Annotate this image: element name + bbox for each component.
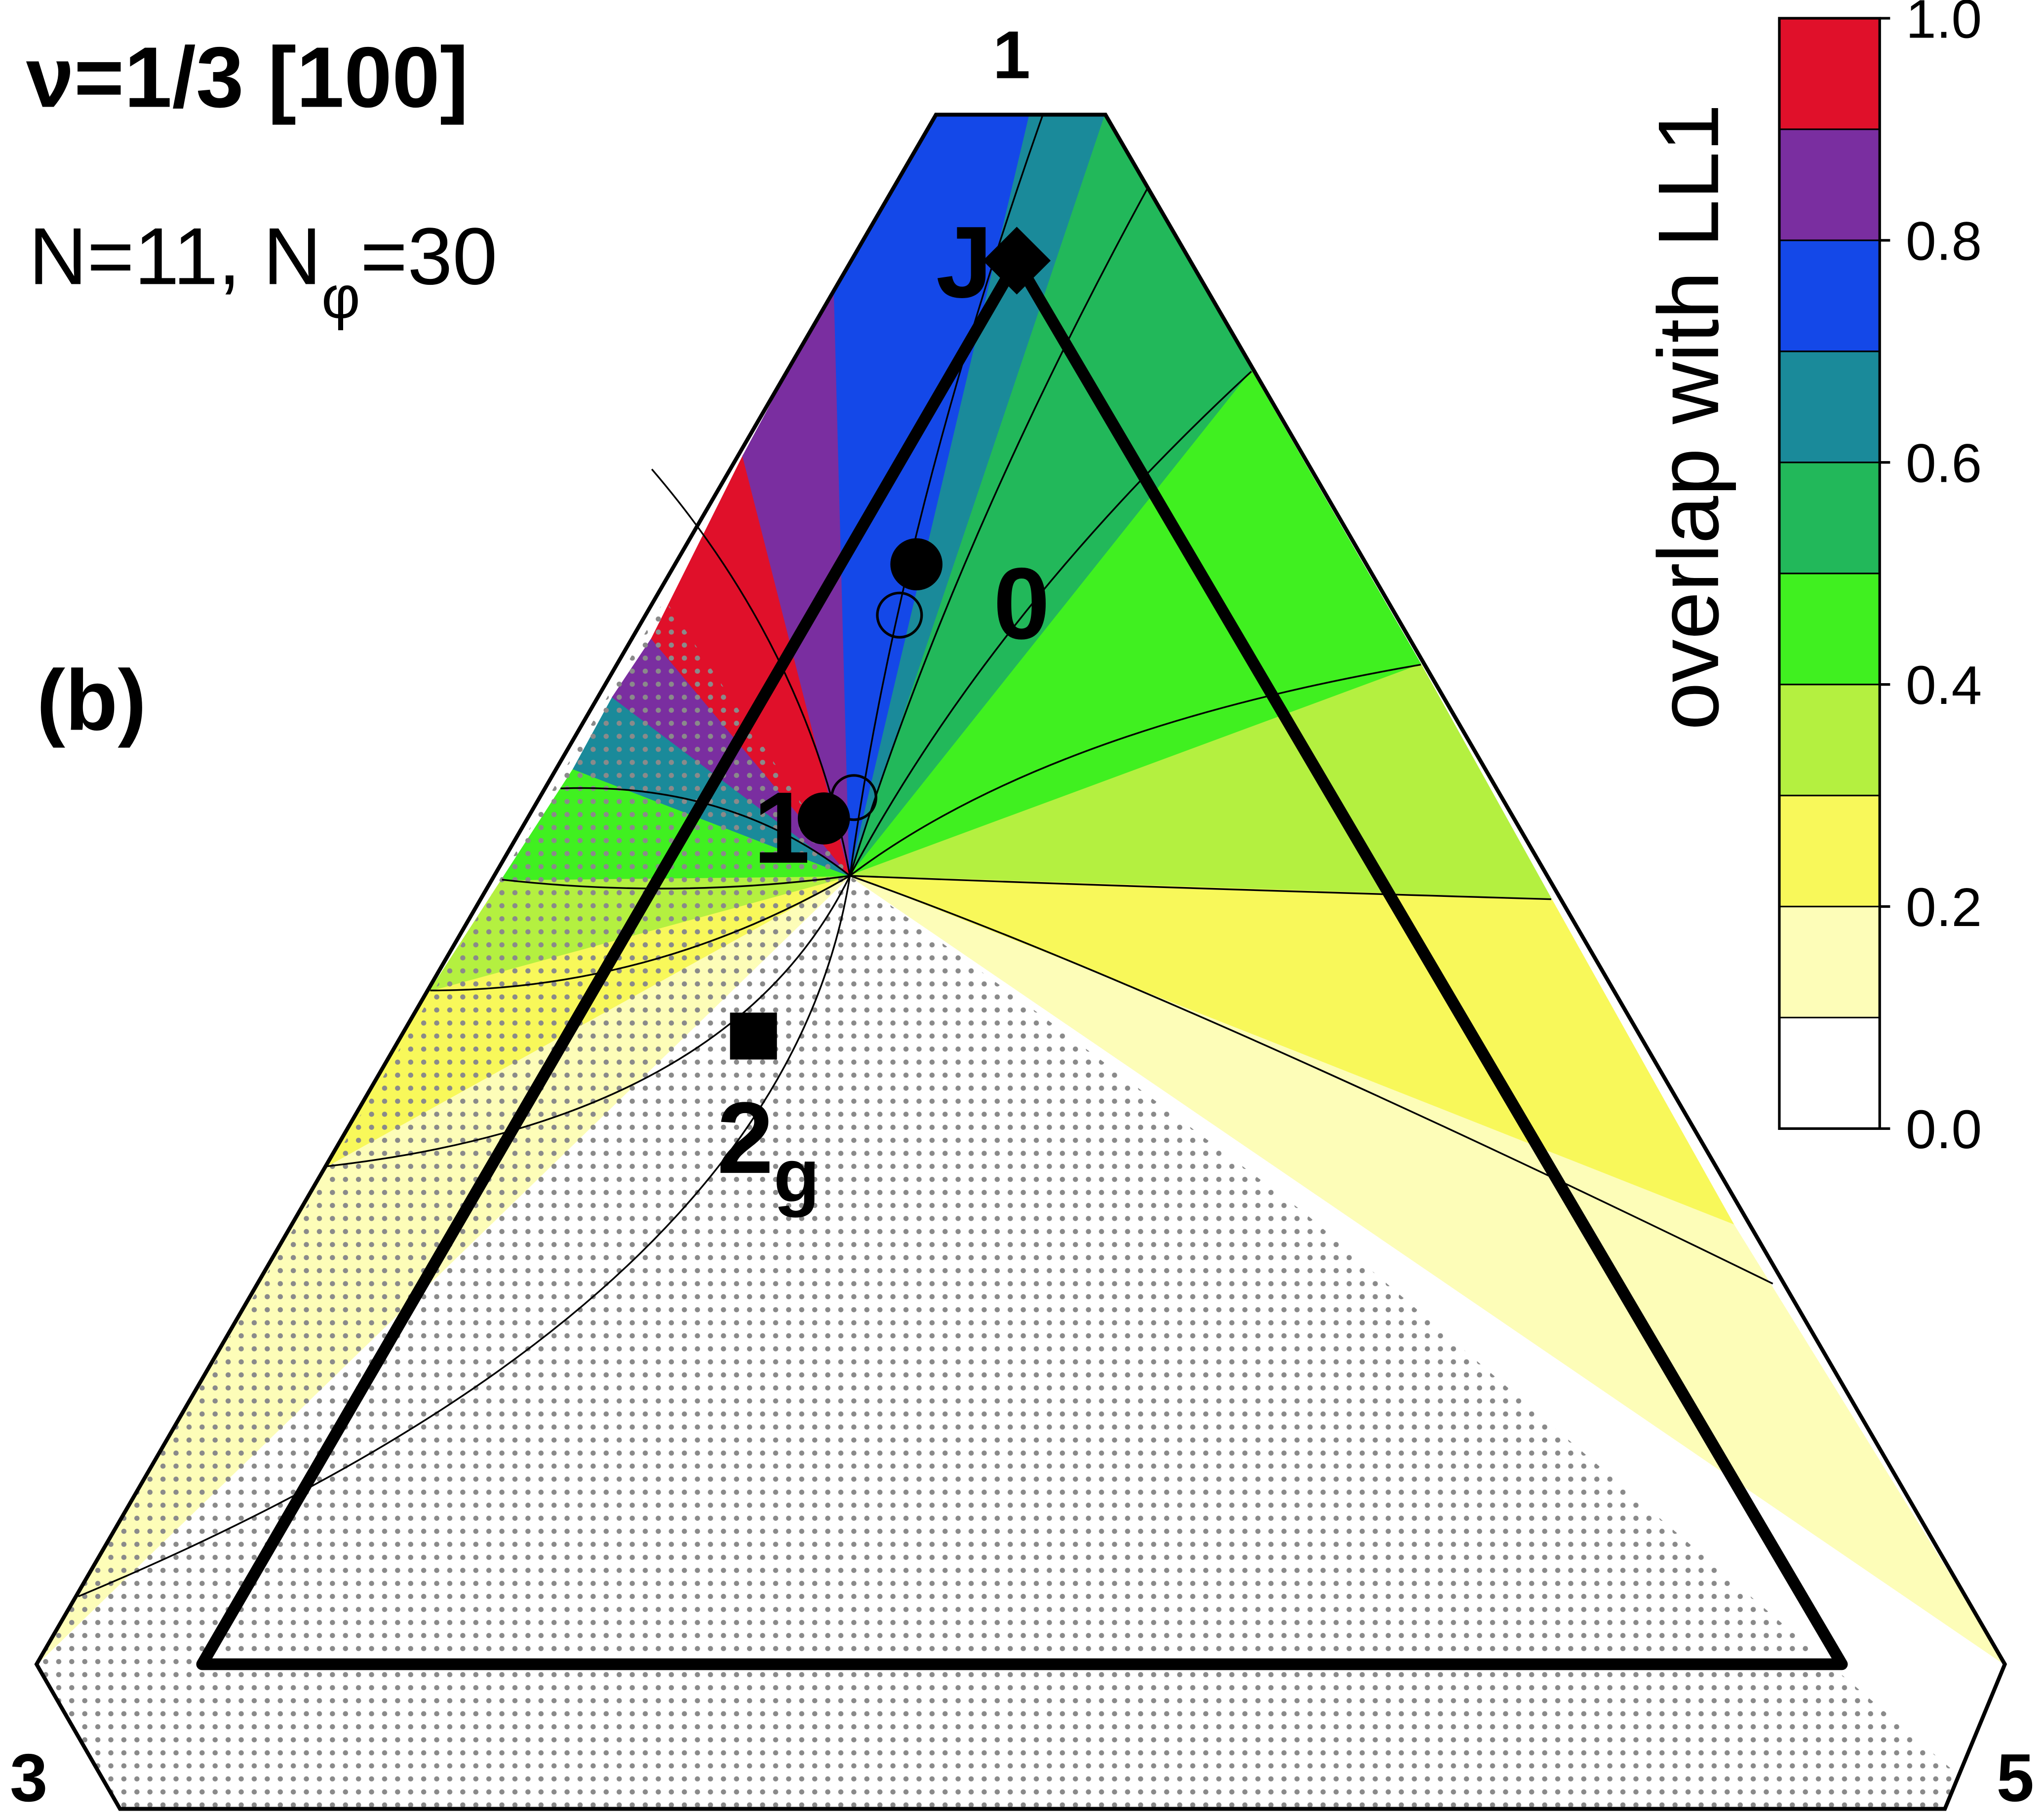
colorbar: 0.0 0.2 0.4 0.6 0.8 1.0	[1778, 0, 1982, 1160]
point-label: 2g	[717, 1081, 820, 1218]
colorbar-tick-label: 0.2	[1906, 877, 1982, 938]
title: ν=1/3 [100]	[26, 29, 469, 125]
subtitle: N=11, Nφ=30	[29, 211, 497, 331]
colorbar-band	[1778, 1016, 1881, 1129]
colorbar-band	[1778, 684, 1881, 797]
corner-label: 5	[1997, 1741, 2034, 1816]
point-label-text: 2	[717, 1081, 774, 1195]
point-label-text: J	[936, 205, 993, 319]
colorbar-label: overlap with LL1	[1640, 104, 1736, 730]
subtitle-text: N=11, N	[29, 211, 321, 302]
colorbar-band	[1778, 573, 1881, 686]
colorbar-tick-label: 0.0	[1906, 1099, 1982, 1160]
colorbar-band	[1778, 350, 1881, 464]
colorbar-band	[1778, 239, 1881, 352]
colorbar-band	[1778, 17, 1881, 130]
colorbar-tick-label: 0.4	[1906, 655, 1982, 716]
colorbar-tick-label: 0.6	[1906, 433, 1982, 494]
colorbar-frame	[1778, 17, 1881, 1130]
colorbar-band	[1778, 462, 1881, 575]
colorbar-band	[1778, 794, 1881, 908]
colorbar-tick-label: 0.8	[1906, 211, 1982, 271]
point-label: 0	[993, 547, 1050, 660]
dot-region	[37, 599, 1956, 1809]
point-marker-open	[830, 774, 877, 821]
inner-triangle	[196, 255, 1848, 1670]
subtitle-sub: φ	[321, 264, 360, 331]
colorbar-band	[1778, 905, 1881, 1019]
subtitle-tail: =30	[360, 211, 498, 302]
point-label-text: 0	[993, 547, 1050, 660]
point-marker	[797, 792, 850, 845]
corner-label: 1	[993, 17, 1030, 93]
ternary-outline	[34, 113, 2007, 1811]
colorbar-tick-label: 1.0	[1906, 0, 1982, 50]
point-marker-open	[876, 591, 923, 639]
contour-band	[849, 875, 2005, 1665]
point-label-sub: g	[774, 1133, 820, 1218]
panel-label: (b)	[37, 652, 146, 748]
point-marker	[890, 538, 943, 590]
point-marker	[730, 1012, 777, 1060]
corner-label: 3	[10, 1741, 47, 1816]
point-label: 1	[753, 771, 810, 885]
colorbar-band	[1778, 128, 1881, 241]
point-label-text: 1	[753, 771, 810, 885]
point-label: J	[936, 205, 993, 319]
